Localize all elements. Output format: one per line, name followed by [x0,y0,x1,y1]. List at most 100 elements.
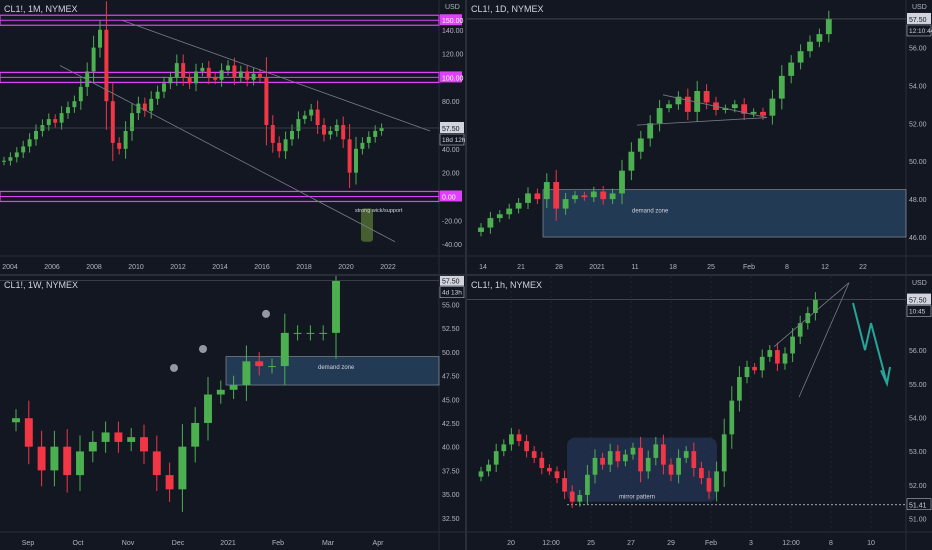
candle [797,51,804,63]
candle [255,361,264,367]
y-tick-label: 40.00 [442,147,460,154]
symbol-label-daily: CL1!, 1D, NYMEX [471,4,544,14]
candle [347,139,352,173]
candle [607,451,613,465]
y-tick-label: 50.00 [442,350,460,357]
demand-zone-label: demand zone [318,365,355,371]
y-tick-label: 54.00 [909,83,927,90]
candle [703,91,710,103]
candle [322,125,326,135]
candle [2,160,6,162]
candle [319,332,328,334]
x-tick-label: Sep [22,540,35,547]
candle [130,113,134,131]
x-tick-label: 28 [555,264,563,271]
candle [37,446,46,471]
candle [152,451,161,476]
candle [638,447,643,472]
triangle-lower-line [636,117,768,126]
chart-pane-monthly[interactable]: USD140.00120.00100.0080.0060.0040.0020.0… [0,0,465,274]
candle [78,86,83,102]
candle [127,437,136,442]
y-tick-label: 120.00 [442,52,464,59]
signal-dot [199,345,207,354]
chart-pane-weekly[interactable]: USD55.0052.5050.0047.5045.0042.5040.0037… [0,276,465,550]
candle [110,101,115,143]
weekly-chart[interactable]: USD55.0052.5050.0047.5045.0042.5040.0037… [0,276,465,550]
last-price-label: 57.50 [442,279,460,286]
candle [200,67,205,72]
candle [506,208,513,215]
candle [630,447,636,455]
candle [12,418,20,423]
candle [750,111,757,114]
candle [290,130,294,140]
countdown-badge [906,24,932,37]
x-tick-label: 27 [627,540,635,547]
candle [142,103,147,111]
x-tick-label: 2021 [220,540,236,547]
x-tick-label: 2006 [44,264,60,271]
candle [516,434,522,442]
daily-chart[interactable]: USD 56.00 54.00 52.00 50.00 48.00 46.00 14 21 28 2… [467,0,932,274]
y-tick-label: 37.50 [442,468,460,475]
x-tick-label: 25 [587,540,595,547]
y-tick-label: 40.00 [442,445,460,452]
candle [645,457,651,472]
candle [328,130,333,135]
candle [226,65,230,71]
candle [123,130,128,149]
monthly-chart[interactable]: USD140.00120.00100.0080.0060.0040.0020.0… [0,0,465,274]
x-tick-label: 2022 [380,264,396,271]
candle [478,471,484,477]
candle [280,332,289,367]
y-tick-label: 55.00 [909,382,927,389]
candle [229,385,238,390]
y-tick-label: 42.50 [442,421,460,428]
chart-pane-hourly[interactable]: USD 57.50 56.00 55.00 54.00 53.00 52.00 51.41 51… [467,276,932,550]
y-tick-label: 53.00 [909,449,927,456]
demand-zone-label: demand zone [632,208,669,214]
candle [797,323,803,337]
candle [767,350,773,357]
candle [72,101,77,108]
candle [668,464,674,475]
candle [341,125,346,140]
candle [752,366,757,371]
candle [623,454,628,462]
candle [501,444,507,452]
candle [296,119,301,131]
candle [91,47,96,72]
countdown-label: 12:10:44 [909,28,932,35]
candle [24,418,33,447]
candle [600,191,607,200]
candle [140,437,148,452]
x-tick-label: 25 [707,264,715,271]
candle [562,478,567,492]
countdown-label: 10:45 [909,309,926,316]
x-tick-label: 2010 [128,264,144,271]
candle [213,77,218,80]
candle [656,108,663,124]
candle [258,73,262,78]
y-tick-label: 51.00 [909,517,927,524]
candle [825,18,832,35]
x-tick-label: Feb [272,540,284,547]
candle [34,130,38,140]
x-tick-label: 3 [749,540,753,547]
candle [136,103,141,114]
candle [515,202,522,209]
x-tick-label: Oct [73,540,84,547]
last-price-badge [440,122,464,133]
chart-pane-daily[interactable]: USD 56.00 54.00 52.00 50.00 48.00 46.00 14 21 28 2… [467,0,932,274]
candle [509,434,514,445]
symbol-label-hourly: CL1!, 1h, NYMEX [471,280,543,290]
hourly-chart[interactable]: USD 57.50 56.00 55.00 54.00 53.00 52.00 51.41 51… [467,276,932,550]
candle [8,157,13,161]
pane-divider-horizontal[interactable] [0,274,932,276]
candle [759,356,765,371]
y-tick-label: 35.00 [442,492,460,499]
projection-arrowhead [880,366,891,388]
candle [790,336,795,354]
candle [155,91,160,99]
